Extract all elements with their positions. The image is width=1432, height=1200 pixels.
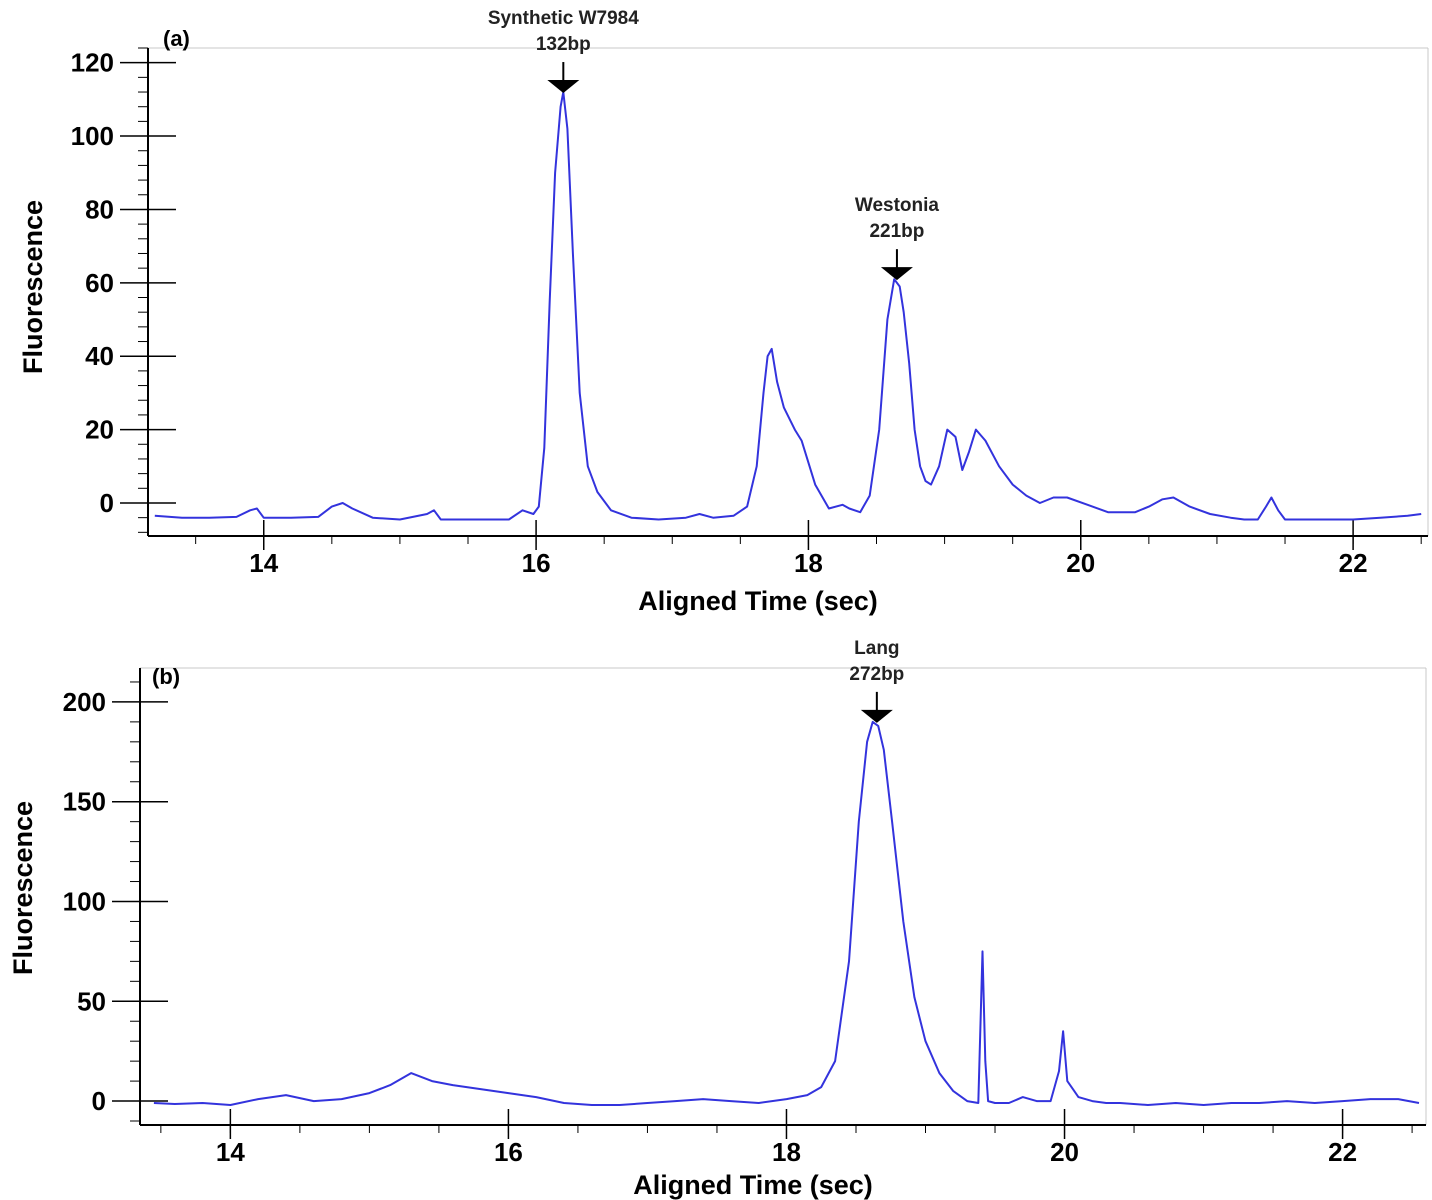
panel-a-trace-line xyxy=(154,91,1422,521)
panel-b-y-tick-label-200: 200 xyxy=(63,687,106,717)
panel-a-annotation-0-arrow-icon xyxy=(547,80,580,94)
panel-b-x-tick-label-20: 20 xyxy=(1050,1137,1079,1167)
panel-b-y-tick-label-150: 150 xyxy=(63,787,106,817)
panel-a-x-tick-label-22: 22 xyxy=(1339,548,1368,578)
panel-a-x-tick-label-18: 18 xyxy=(794,548,823,578)
panel-a-x-axis-title: Aligned Time (sec) xyxy=(638,586,878,616)
panel-b-annotation-0-line-0: Lang xyxy=(854,638,899,659)
panel-b-y-tick-label-50: 50 xyxy=(77,986,106,1016)
panel-b-label: (b) xyxy=(152,664,180,689)
panel-a-annotation-0-line-0: Synthetic W7984 xyxy=(488,8,639,29)
panel-b-y-axis-title: Fluorescence xyxy=(8,801,38,975)
panel-b-y-tick-label-0: 0 xyxy=(92,1086,106,1116)
panel-a-annotation-1-line-0: Westonia xyxy=(855,195,940,216)
panel-a-y-axis-title: Fluorescence xyxy=(18,200,48,374)
panel-a-y-tick-label-80: 80 xyxy=(85,194,114,224)
panel-b-x-tick-label-14: 14 xyxy=(216,1137,245,1167)
panel-a-y-tick-label-100: 100 xyxy=(71,121,114,151)
panel-a-y-tick-label-40: 40 xyxy=(85,341,114,371)
panel-a-x-tick-label-16: 16 xyxy=(522,548,551,578)
panel-a-y-tick-label-60: 60 xyxy=(85,268,114,298)
panel-b-annotation-0-arrow-icon xyxy=(860,709,893,723)
panel-b-y-tick-label-100: 100 xyxy=(63,886,106,916)
panel-b-annotation-0-line-1: 272bp xyxy=(849,664,904,685)
panel-b-x-tick-label-16: 16 xyxy=(494,1137,523,1167)
panel-a-y-tick-label-0: 0 xyxy=(100,488,114,518)
panel-a-x-tick-label-14: 14 xyxy=(249,548,278,578)
panel-b-x-tick-label-18: 18 xyxy=(772,1137,801,1167)
panel-a-y-tick-label-20: 20 xyxy=(85,415,114,445)
panel-b-x-tick-label-22: 22 xyxy=(1328,1137,1357,1167)
panel-b-x-axis-title: Aligned Time (sec) xyxy=(633,1170,873,1200)
panel-a-annotation-1-line-1: 221bp xyxy=(869,221,924,242)
panel-a-x-tick-label-20: 20 xyxy=(1066,548,1095,578)
panel-a-label: (a) xyxy=(163,26,190,51)
panel-a-y-tick-label-120: 120 xyxy=(71,48,114,78)
panel-b-trace-line xyxy=(153,720,1420,1106)
panel-a-annotation-1-arrow-icon xyxy=(880,267,913,281)
panel-a-annotation-0-line-1: 132bp xyxy=(536,34,591,55)
